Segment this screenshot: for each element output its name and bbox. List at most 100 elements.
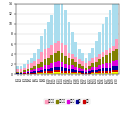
Bar [88, 53, 91, 61]
Bar [81, 71, 84, 73]
Legend: ブラジル, ベトナム, トルコ, 米国, 中国: ブラジル, ベトナム, トルコ, 米国, 中国 [44, 99, 90, 104]
Bar [47, 22, 50, 48]
Bar [27, 69, 29, 71]
Bar [71, 59, 74, 65]
Bar [78, 72, 81, 73]
Bar [68, 58, 70, 65]
Bar [33, 73, 36, 74]
Bar [40, 70, 43, 72]
Bar [85, 63, 87, 68]
Bar [85, 72, 87, 73]
Bar [30, 70, 33, 72]
Bar [88, 71, 91, 73]
Bar [20, 66, 22, 69]
Bar [64, 64, 67, 68]
Bar [95, 70, 98, 72]
Bar [95, 73, 98, 74]
Bar [20, 69, 22, 72]
Bar [37, 71, 39, 72]
Bar [74, 70, 77, 72]
Bar [54, 62, 57, 67]
Bar [47, 73, 50, 74]
Bar [115, 39, 118, 49]
Bar [102, 71, 104, 73]
Bar [33, 69, 36, 71]
Bar [112, 51, 115, 61]
Bar [115, 66, 118, 70]
Bar [61, 67, 63, 71]
Bar [30, 68, 33, 70]
Bar [112, 66, 115, 70]
Bar [16, 66, 19, 69]
Bar [61, 73, 63, 74]
Bar [37, 68, 39, 71]
Bar [85, 57, 87, 63]
Bar [61, 43, 63, 53]
Bar [44, 73, 46, 74]
Bar [57, 51, 60, 61]
Bar [23, 70, 26, 72]
Bar [105, 50, 108, 55]
Bar [112, 72, 115, 74]
Bar [54, 2, 57, 43]
Bar [91, 73, 94, 74]
Bar [71, 54, 74, 59]
Bar [64, 10, 67, 45]
Bar [54, 53, 57, 62]
Bar [102, 73, 104, 74]
Bar [115, 60, 118, 66]
Bar [102, 24, 104, 52]
Bar [54, 67, 57, 70]
Bar [57, 72, 60, 74]
Bar [50, 55, 53, 63]
Bar [50, 68, 53, 71]
Bar [23, 64, 26, 68]
Bar [81, 66, 84, 69]
Bar [47, 58, 50, 65]
Bar [102, 57, 104, 64]
Bar [40, 36, 43, 52]
Bar [88, 61, 91, 66]
Bar [37, 49, 39, 59]
Bar [61, 53, 63, 62]
Bar [105, 55, 108, 63]
Bar [47, 69, 50, 72]
Bar [109, 63, 111, 68]
Bar [54, 72, 57, 74]
Bar [47, 65, 50, 69]
Bar [44, 65, 46, 69]
Bar [20, 72, 22, 73]
Bar [88, 69, 91, 71]
Bar [68, 73, 70, 74]
Bar [115, 49, 118, 60]
Bar [27, 71, 29, 72]
Bar [105, 68, 108, 71]
Bar [71, 32, 74, 54]
Bar [30, 73, 33, 74]
Bar [78, 73, 81, 74]
Bar [57, 41, 60, 51]
Bar [64, 73, 67, 74]
Bar [91, 63, 94, 67]
Bar [23, 68, 26, 70]
Bar [16, 72, 19, 73]
Bar [74, 57, 77, 62]
Bar [57, 61, 60, 67]
Bar [33, 71, 36, 73]
Bar [50, 63, 53, 68]
Bar [91, 72, 94, 73]
Bar [44, 49, 46, 59]
Bar [102, 52, 104, 57]
Bar [98, 59, 101, 65]
Bar [71, 73, 74, 74]
Bar [102, 68, 104, 71]
Bar [68, 53, 70, 58]
Bar [105, 71, 108, 73]
Bar [61, 62, 63, 67]
Bar [50, 15, 53, 45]
Bar [95, 72, 98, 73]
Bar [74, 72, 77, 73]
Bar [30, 57, 33, 63]
Bar [47, 72, 50, 73]
Bar [109, 73, 111, 74]
